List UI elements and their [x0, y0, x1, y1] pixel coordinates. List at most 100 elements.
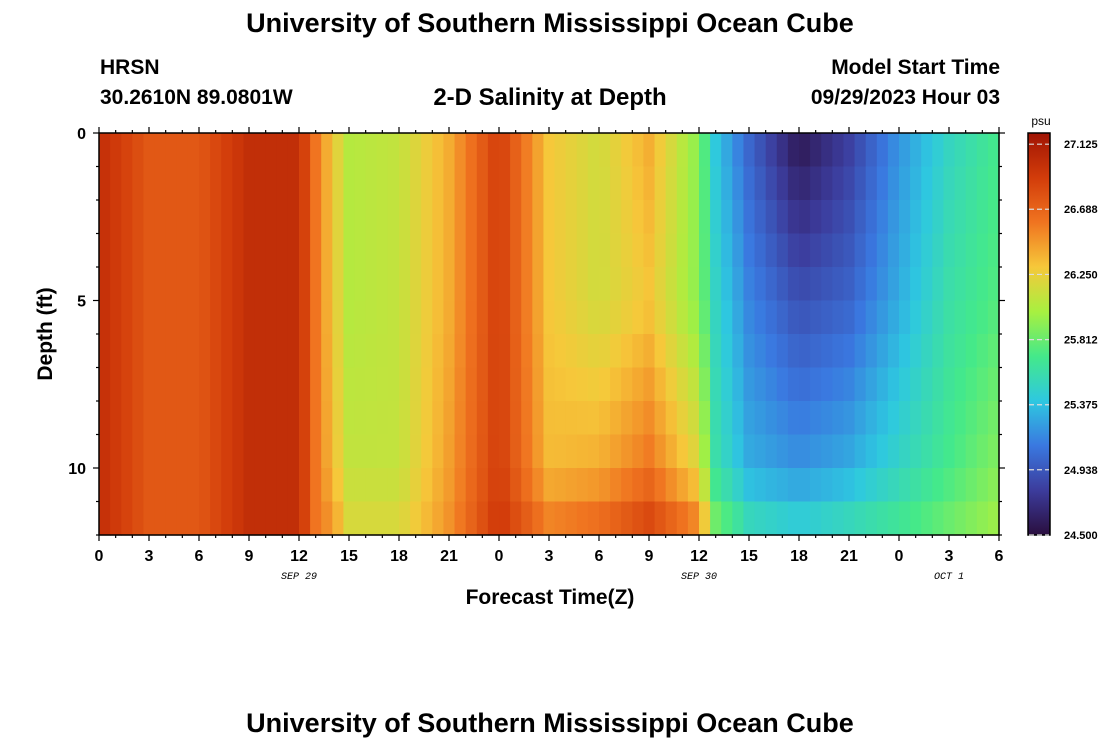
heatmap-cell: [254, 133, 267, 168]
heatmap-cell: [687, 468, 700, 503]
heatmap-cell: [221, 300, 233, 335]
heatmap-cell: [765, 468, 778, 503]
heatmap-cell: [332, 267, 345, 302]
heatmap-cell: [821, 434, 833, 469]
x-tick-label: 15: [340, 548, 358, 565]
heatmap-cell: [287, 200, 300, 235]
heatmap-cell: [165, 200, 178, 235]
heatmap-cell: [265, 434, 278, 469]
heatmap-cell: [576, 334, 589, 369]
heatmap-cell: [276, 200, 289, 235]
heatmap-cell: [965, 401, 978, 436]
heatmap-cell: [699, 334, 711, 369]
heatmap-cell: [187, 367, 200, 402]
heatmap-cell: [232, 367, 245, 402]
heatmap-cell: [776, 233, 789, 268]
heatmap-cell: [365, 200, 378, 235]
heatmap-cell: [376, 501, 389, 536]
heatmap-cell: [599, 468, 611, 503]
heatmap-cell: [265, 267, 278, 302]
heatmap-cell: [887, 200, 900, 235]
heatmap-cell: [287, 233, 300, 268]
heatmap-cell: [799, 267, 811, 302]
heatmap-cell: [143, 468, 156, 503]
heatmap-cell: [454, 501, 467, 536]
heatmap-cell: [321, 233, 333, 268]
heatmap-cell: [899, 133, 911, 168]
heatmap-cell: [599, 133, 611, 168]
y-tick-label: 0: [77, 126, 86, 143]
heatmap-cell: [832, 401, 845, 436]
heatmap-cell: [476, 334, 489, 369]
heatmap-cell: [187, 233, 200, 268]
heatmap-cell: [543, 133, 556, 168]
heatmap-cell: [910, 334, 922, 369]
heatmap-cell: [421, 367, 433, 402]
heatmap-cell: [976, 233, 989, 268]
heatmap-cell: [121, 300, 133, 335]
heatmap-cell: [876, 133, 889, 168]
heatmap-cell: [687, 334, 700, 369]
heatmap-cell: [543, 166, 556, 201]
heatmap-cell: [610, 401, 622, 436]
heatmap-cell: [843, 401, 856, 436]
heatmap-cell: [432, 133, 445, 168]
heatmap-cell: [832, 367, 845, 402]
heatmap-cell: [376, 233, 389, 268]
heatmap-cell: [310, 501, 322, 536]
heatmap-cell: [476, 401, 489, 436]
heatmap-cell: [976, 267, 989, 302]
heatmap-cell: [321, 334, 333, 369]
heatmap-cell: [399, 166, 411, 201]
heatmap-cell: [899, 200, 911, 235]
heatmap-cell: [676, 334, 689, 369]
x-tick-label: 6: [195, 548, 204, 565]
heatmap-cell: [765, 300, 778, 335]
heatmap-cell: [154, 200, 167, 235]
heatmap-cell: [776, 200, 789, 235]
heatmap-cell: [587, 367, 600, 402]
heatmap-cell: [710, 468, 722, 503]
heatmap-cell: [221, 367, 233, 402]
colorbar-tick-label: 25.812: [1064, 335, 1098, 347]
heatmap-cell: [554, 334, 567, 369]
heatmap-cell: [710, 334, 722, 369]
heatmap-cell: [943, 468, 956, 503]
heatmap-cell: [532, 200, 545, 235]
heatmap-cell: [210, 434, 222, 469]
colorbar-tick-label: 27.125: [1064, 139, 1098, 151]
heatmap-cell: [899, 468, 911, 503]
heatmap-cell: [765, 233, 778, 268]
heatmap-cell: [976, 300, 989, 335]
x-axis: 0 3 6 9 12 15 18 21 0 3 6 9 12 15 18 21 0 3 6 SEP 29 SEP 30 O…: [95, 127, 1004, 583]
heatmap-cell: [321, 200, 333, 235]
heatmap-cell: [354, 367, 367, 402]
heatmap-cell: [643, 434, 656, 469]
heatmap-cell: [143, 334, 156, 369]
heatmap-cell: [432, 166, 445, 201]
heatmap-cell: [876, 166, 889, 201]
chart-title: University of Southern Mississippi Ocean…: [246, 8, 854, 38]
heatmap-cell: [99, 501, 111, 536]
heatmap-cell: [154, 267, 167, 302]
heatmap-cell: [976, 200, 989, 235]
heatmap-cell: [421, 200, 433, 235]
heatmap-cell: [665, 300, 678, 335]
heatmap-cell: [487, 200, 500, 235]
heatmap-cell: [854, 501, 867, 536]
heatmap-cell: [310, 133, 322, 168]
heatmap-cell: [910, 434, 922, 469]
heatmap-cell: [610, 434, 622, 469]
heatmap-cell: [254, 434, 267, 469]
heatmap-cell: [454, 233, 467, 268]
heatmap-cell: [243, 300, 256, 335]
heatmap-cell: [210, 267, 222, 302]
heatmap-cell: [787, 434, 800, 469]
heatmap-cell: [954, 434, 967, 469]
model-start-label: Model Start Time: [831, 56, 1000, 79]
heatmap-cell: [821, 200, 833, 235]
heatmap-cell: [210, 200, 222, 235]
heatmap-cell: [265, 300, 278, 335]
heatmap-cell: [443, 434, 456, 469]
heatmap-cell: [687, 367, 700, 402]
